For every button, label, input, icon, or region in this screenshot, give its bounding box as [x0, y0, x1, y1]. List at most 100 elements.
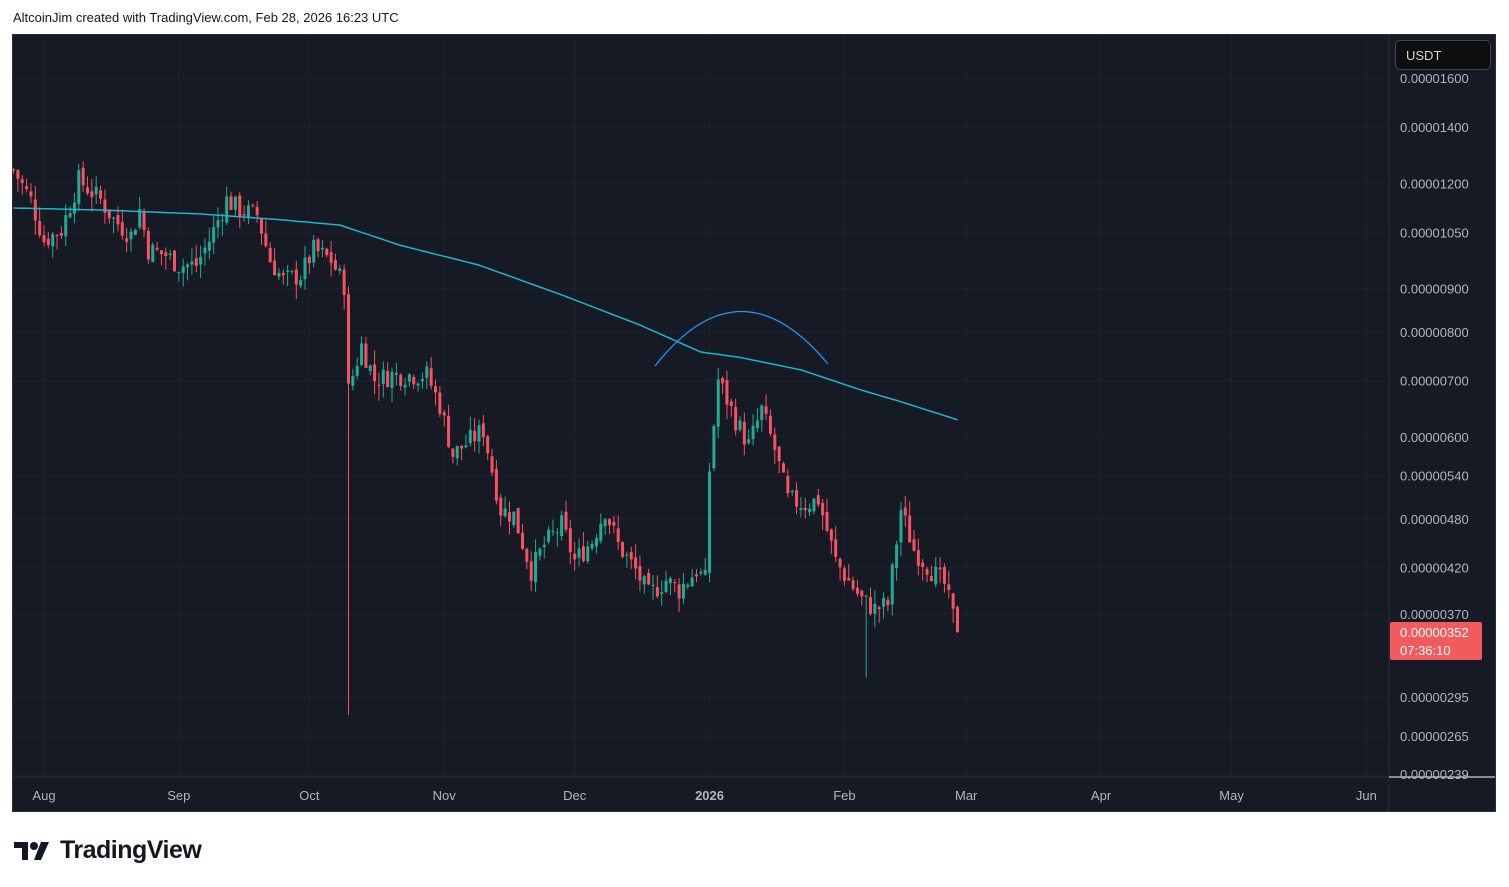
candle-body [708, 471, 712, 573]
candle-body [412, 376, 416, 385]
candle-body [608, 519, 611, 526]
candle [381, 361, 385, 398]
candle-body [386, 371, 390, 387]
candle-body [68, 213, 72, 218]
candle [416, 382, 420, 392]
candle [468, 416, 472, 447]
candle [855, 580, 859, 597]
candle-body [173, 250, 176, 272]
candle [360, 336, 364, 367]
candle-body [703, 569, 707, 575]
candle [625, 551, 629, 568]
candle-body [851, 580, 855, 589]
candle-body [333, 260, 337, 270]
candle [42, 225, 46, 247]
candle-body [377, 384, 381, 386]
chart-frame[interactable] [12, 34, 1496, 812]
candle-body [695, 574, 698, 577]
candle-body [895, 544, 899, 569]
candle-body [573, 553, 577, 560]
candle [951, 592, 955, 623]
candle [795, 482, 799, 514]
candle-body [451, 448, 455, 457]
candle-body [199, 256, 203, 265]
candle-body [890, 564, 894, 605]
candle-body [647, 572, 651, 585]
candle-body [555, 532, 559, 534]
candle [46, 232, 50, 249]
currency-button[interactable]: USDT [1395, 40, 1491, 70]
candle [190, 248, 194, 275]
candle [460, 445, 464, 461]
candle [55, 234, 59, 250]
candle-body [177, 272, 181, 274]
candle [25, 178, 29, 193]
candle-body [233, 196, 237, 210]
candle-body [320, 247, 324, 250]
time-tick-label: Jun [1356, 788, 1377, 803]
candle-body [816, 495, 820, 505]
candle [938, 557, 942, 584]
candle-body [751, 425, 755, 440]
candle [573, 542, 577, 571]
candle-body [116, 215, 120, 225]
candle-body [829, 529, 833, 541]
rounded-top-arc-drawing[interactable] [654, 310, 829, 367]
candle [942, 563, 946, 593]
candle [634, 544, 638, 580]
candle-body [347, 294, 350, 384]
candle [151, 242, 155, 263]
candle-body [716, 379, 720, 427]
candle-body [577, 548, 581, 558]
candle [555, 527, 559, 547]
candle-body [634, 557, 638, 569]
candle [786, 469, 790, 498]
candle [268, 242, 272, 263]
tradingview-logo-icon [14, 841, 49, 860]
candle [246, 200, 250, 225]
candle-body [499, 497, 503, 516]
candle-body [434, 386, 437, 393]
candle [425, 361, 429, 389]
candle [834, 526, 838, 562]
price-tick-label: 0.00000600 [1400, 430, 1469, 445]
candle-body [877, 607, 881, 610]
candle [534, 539, 538, 593]
candle-body [812, 498, 816, 512]
price-tick-label: 0.00000700 [1400, 374, 1469, 389]
candle-body [825, 511, 829, 531]
candle-body [899, 510, 903, 543]
candle [899, 501, 903, 557]
candle-body [186, 264, 190, 267]
candle [455, 445, 459, 466]
candle [77, 163, 81, 212]
candle [873, 590, 877, 628]
candle [199, 245, 203, 279]
candle [329, 241, 333, 277]
candle [647, 568, 651, 586]
time-tick-label: Apr [1091, 788, 1112, 803]
candle-body [299, 280, 303, 286]
candle [729, 398, 733, 418]
candle-body [521, 532, 524, 549]
candle-body [268, 248, 272, 263]
candle [808, 503, 812, 516]
candle [568, 520, 572, 565]
candle [816, 488, 820, 508]
candle-body [651, 584, 655, 587]
candle-body [447, 415, 451, 447]
candle-body [51, 234, 55, 247]
candle [20, 175, 24, 195]
candle [742, 412, 746, 456]
tradingview-logo[interactable]: TradingView [14, 836, 202, 865]
candle [434, 379, 437, 406]
candle-body [72, 202, 76, 214]
candle-body [464, 445, 468, 448]
candle-body [742, 421, 746, 445]
candle-body [481, 423, 485, 438]
candle-body [438, 392, 442, 414]
candle-body [799, 508, 803, 511]
time-tick-label: 2026 [695, 788, 724, 803]
last-price-value: 0.00000352 [1400, 625, 1469, 640]
